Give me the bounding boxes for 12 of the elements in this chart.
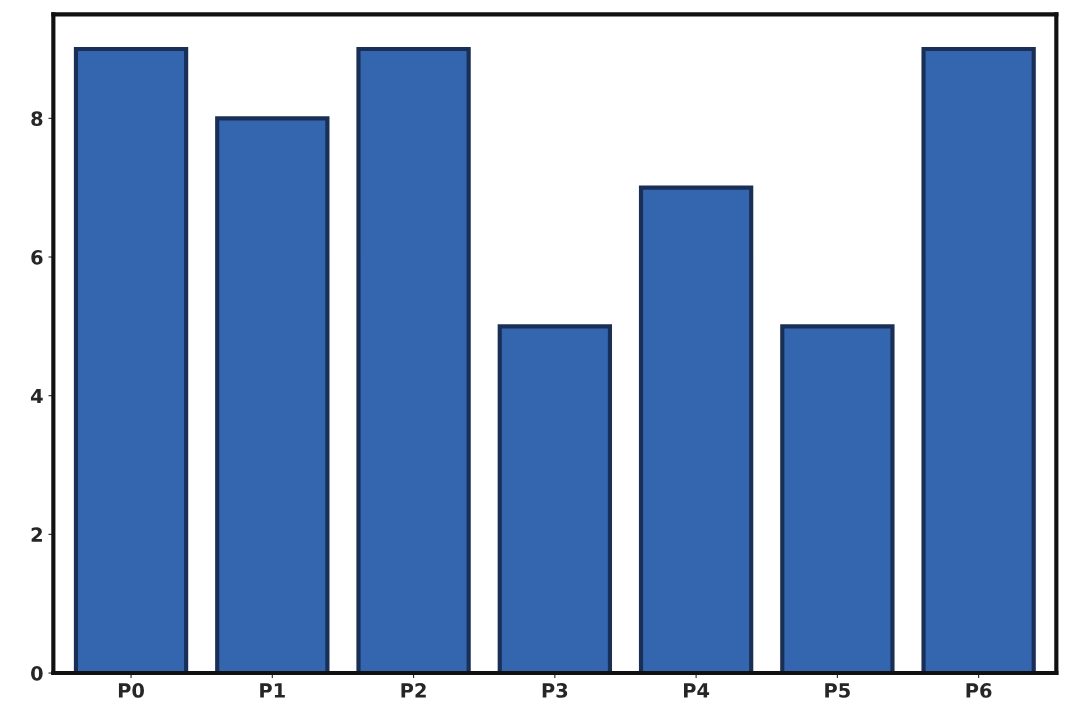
x-tick-label: P6 [966, 683, 992, 698]
x-tick-label: P5 [825, 683, 850, 698]
x-tick-label: P3 [542, 683, 568, 698]
x-tick-label: P1 [260, 683, 285, 698]
y-tick-label: 0 [31, 666, 43, 681]
y-tick-label: 4 [30, 388, 43, 404]
y-tick-label: 2 [31, 527, 42, 542]
y-tick-label: 6 [31, 249, 43, 265]
x-tick-label: P0 [118, 683, 145, 698]
x-tick-label: P4 [684, 683, 710, 698]
x-tick-label: P2 [401, 683, 426, 698]
y-tick-label: 8 [31, 111, 43, 126]
